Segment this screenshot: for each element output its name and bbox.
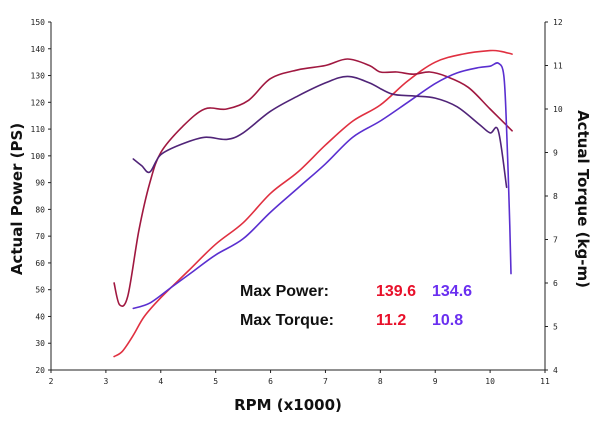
right-tick-label: 7 [553,236,558,245]
y-axis-left-title: Actual Power (PS) [8,123,26,275]
red-max-torque-value: 11.2 [376,312,406,329]
left-tick-label: 30 [35,339,45,348]
left-tick-label: 100 [31,152,46,161]
x-tick-label: 6 [268,377,273,386]
max-power-label: Max Power: [240,283,329,300]
x-tick-label: 5 [213,377,218,386]
max-torque-label: Max Torque: [240,312,334,329]
x-tick-label: 7 [323,377,328,386]
x-tick-label: 9 [433,377,438,386]
left-tick-label: 60 [35,259,45,268]
x-tick-label: 11 [540,377,550,386]
blue-max-torque-value: 10.8 [432,312,463,329]
left-tick-label: 50 [35,286,45,295]
series-3-power-line [132,62,512,310]
x-tick-label: 4 [158,377,163,386]
right-axis-ticks: 4 5 6 7 8 9 10 11 12 [545,18,563,375]
left-tick-label: 130 [31,72,46,81]
left-tick-label: 110 [31,125,46,134]
series-4-torque-line [132,75,508,189]
right-tick-label: 6 [553,279,558,288]
left-tick-label: 90 [35,179,45,188]
right-tick-label: 12 [553,18,563,27]
left-tick-label: 120 [31,98,46,107]
left-tick-label: 140 [31,45,46,54]
x-tick-label: 2 [49,377,54,386]
blue-max-power-value: 134.6 [432,283,472,300]
left-tick-label: 70 [35,232,45,241]
x-tick-label: 8 [378,377,383,386]
x-axis-title: RPM (x1000) [234,396,342,414]
x-axis-ticks: 2 3 4 5 6 7 8 9 10 11 [49,370,550,386]
right-tick-label: 9 [553,149,558,158]
right-tick-label: 4 [553,366,558,375]
stats-block: Max Power: 139.6 134.6 Max Torque: 11.2 … [240,283,472,329]
red-max-power-value: 139.6 [376,283,416,300]
series-1-power-line [113,49,513,358]
right-tick-label: 5 [553,323,558,332]
x-tick-label: 3 [103,377,108,386]
series-2-torque-line [113,58,513,308]
right-tick-label: 8 [553,192,558,201]
left-tick-label: 150 [31,18,46,27]
x-tick-label: 10 [485,377,495,386]
right-tick-label: 10 [553,105,563,114]
right-tick-label: 11 [553,62,563,71]
left-tick-label: 20 [35,366,45,375]
y-axis-right-title: Actual Torque (kg-m) [574,110,592,288]
left-tick-label: 40 [35,312,45,321]
series-layer [113,49,513,358]
left-axis-ticks: 20 30 40 50 60 70 80 90 100 110 120 130 140 150 [31,18,51,375]
left-tick-label: 80 [35,205,45,214]
